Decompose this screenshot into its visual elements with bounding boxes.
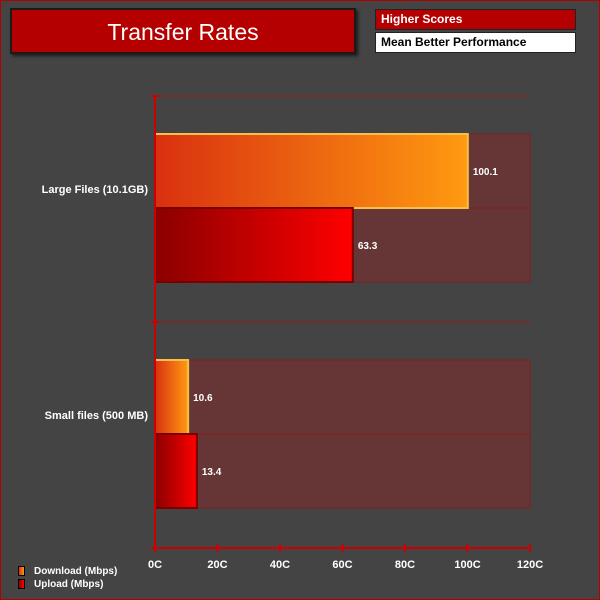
- x-tick-label: 0C: [148, 559, 162, 571]
- bar-upload-1: [154, 433, 198, 509]
- bar-value-label: 13.4: [202, 467, 222, 478]
- bar-upload-0: [154, 207, 354, 283]
- upload-swatch: [18, 579, 25, 589]
- chart-title: Transfer Rates: [10, 8, 356, 54]
- x-tick-label: 20C: [207, 559, 227, 571]
- legend-label-download: Download (Mbps): [34, 565, 118, 577]
- x-tick-label: 80C: [395, 559, 415, 571]
- x-tick-label: 100C: [454, 559, 480, 571]
- x-tick-label: 120C: [517, 559, 543, 571]
- bar-value-label: 10.6: [193, 393, 213, 404]
- chart-legend: Download (Mbps) Upload (Mbps): [18, 565, 117, 591]
- download-swatch: [18, 566, 25, 576]
- x-tick-label: 40C: [270, 559, 290, 571]
- legend-label-upload: Upload (Mbps): [34, 578, 104, 590]
- legend-item-upload: Upload (Mbps): [18, 578, 117, 590]
- bar-value-label: 100.1: [473, 167, 498, 178]
- better-performance-badge: Mean Better Performance: [375, 32, 576, 53]
- legend-item-download: Download (Mbps): [18, 565, 117, 577]
- higher-scores-badge: Higher Scores: [375, 9, 576, 30]
- x-tick-label: 60C: [332, 559, 352, 571]
- bar-value-label: 63.3: [358, 241, 378, 252]
- bar-track: [154, 359, 531, 435]
- category-label: Large Files (10.1GB): [42, 184, 149, 196]
- bar-download-0: [154, 133, 469, 209]
- bar-track: [154, 433, 531, 509]
- category-label: Small files (500 MB): [45, 410, 149, 422]
- bar-download-1: [154, 359, 190, 435]
